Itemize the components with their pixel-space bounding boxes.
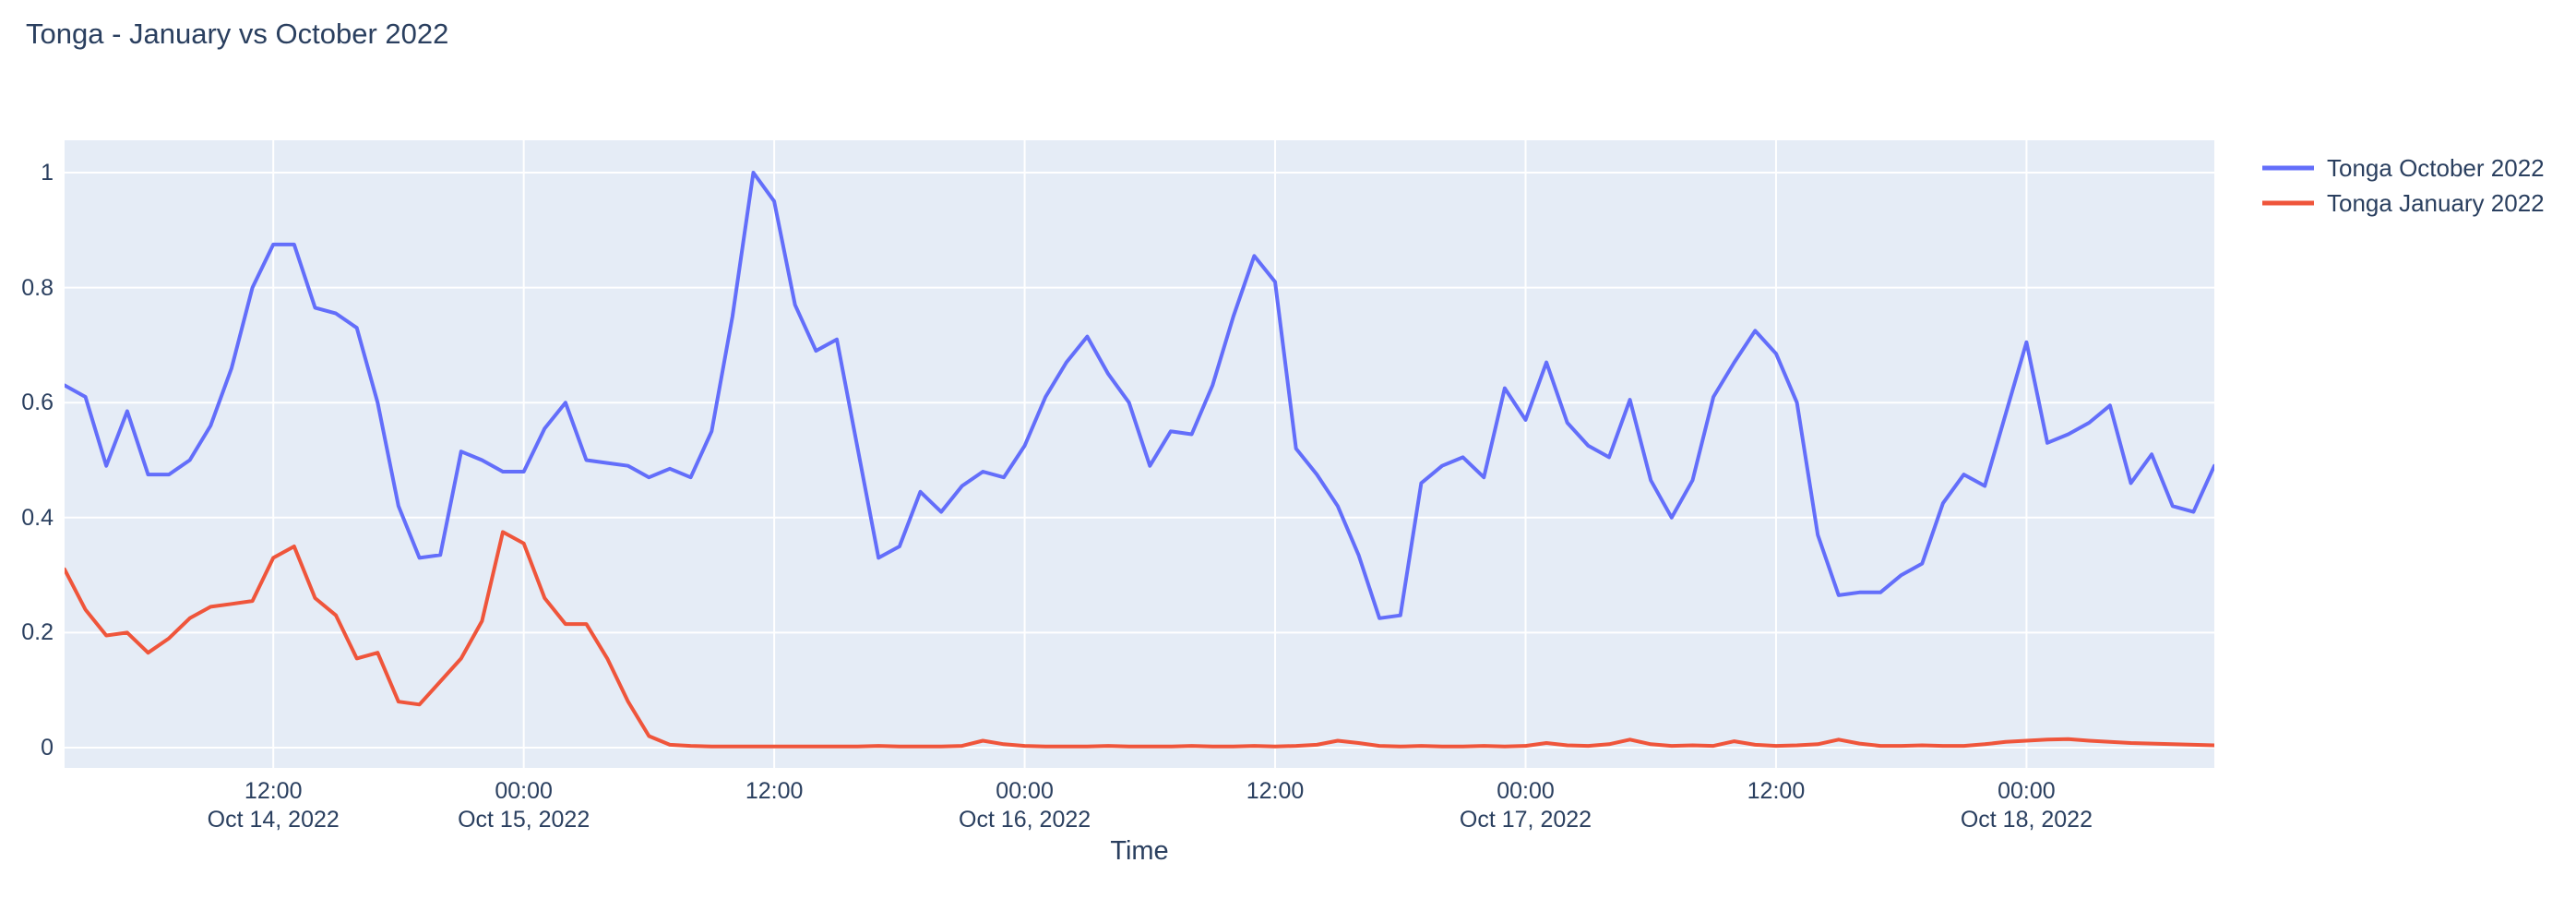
x-tick-label: 00:00 Oct 17, 2022 <box>1460 777 1592 834</box>
x-tick-label: 12:00 <box>1246 777 1305 806</box>
series-line-0[interactable] <box>65 171 2214 620</box>
x-tick-date: Oct 17, 2022 <box>1459 807 1592 833</box>
x-tick-label: 12:00 <box>1747 777 1806 806</box>
legend-item-0[interactable]: Tonga October 2022 <box>2260 150 2545 186</box>
y-tick-label: 1 <box>41 160 54 186</box>
legend-line-swatch <box>2260 186 2316 221</box>
legend-item-1[interactable]: Tonga January 2022 <box>2260 186 2545 221</box>
x-tick-label: 00:00 Oct 16, 2022 <box>959 777 1091 834</box>
y-tick-label: 0.4 <box>21 504 54 531</box>
x-tick-time: 12:00 <box>745 778 804 804</box>
x-tick-time: 12:00 <box>1246 778 1305 804</box>
legend: Tonga October 2022 Tonga January 2022 <box>2260 150 2545 221</box>
x-tick-time: 12:00 <box>1747 778 1806 804</box>
x-tick-label: 00:00 Oct 18, 2022 <box>1961 777 2093 834</box>
x-tick-date: Oct 16, 2022 <box>959 807 1091 833</box>
legend-label: Tonga October 2022 <box>2327 153 2545 182</box>
x-tick-time: 00:00 <box>1998 778 2056 804</box>
chart-title: Tonga - January vs October 2022 <box>26 18 449 50</box>
x-tick-time: 00:00 <box>495 778 553 804</box>
x-axis-title: Time <box>1110 836 1169 866</box>
y-tick-label: 0.8 <box>21 274 54 301</box>
x-tick-date: Oct 14, 2022 <box>207 807 340 833</box>
series-line-1[interactable] <box>65 530 2214 749</box>
x-tick-label: 12:00 Oct 14, 2022 <box>208 777 340 834</box>
x-tick-time: 12:00 <box>244 778 303 804</box>
x-tick-time: 00:00 <box>1497 778 1555 804</box>
y-tick-label: 0.6 <box>21 390 54 416</box>
y-tick-label: 0.2 <box>21 619 54 646</box>
plot-canvas[interactable] <box>65 140 2214 768</box>
x-tick-label: 12:00 <box>745 777 804 806</box>
x-tick-date: Oct 15, 2022 <box>458 807 590 833</box>
legend-line-swatch <box>2260 150 2316 186</box>
y-tick-label: 0 <box>41 735 54 761</box>
x-tick-label: 00:00 Oct 15, 2022 <box>458 777 590 834</box>
x-tick-time: 00:00 <box>996 778 1054 804</box>
plot-area[interactable] <box>65 140 2214 768</box>
x-tick-date: Oct 18, 2022 <box>1960 807 2093 833</box>
legend-label: Tonga January 2022 <box>2327 188 2545 217</box>
